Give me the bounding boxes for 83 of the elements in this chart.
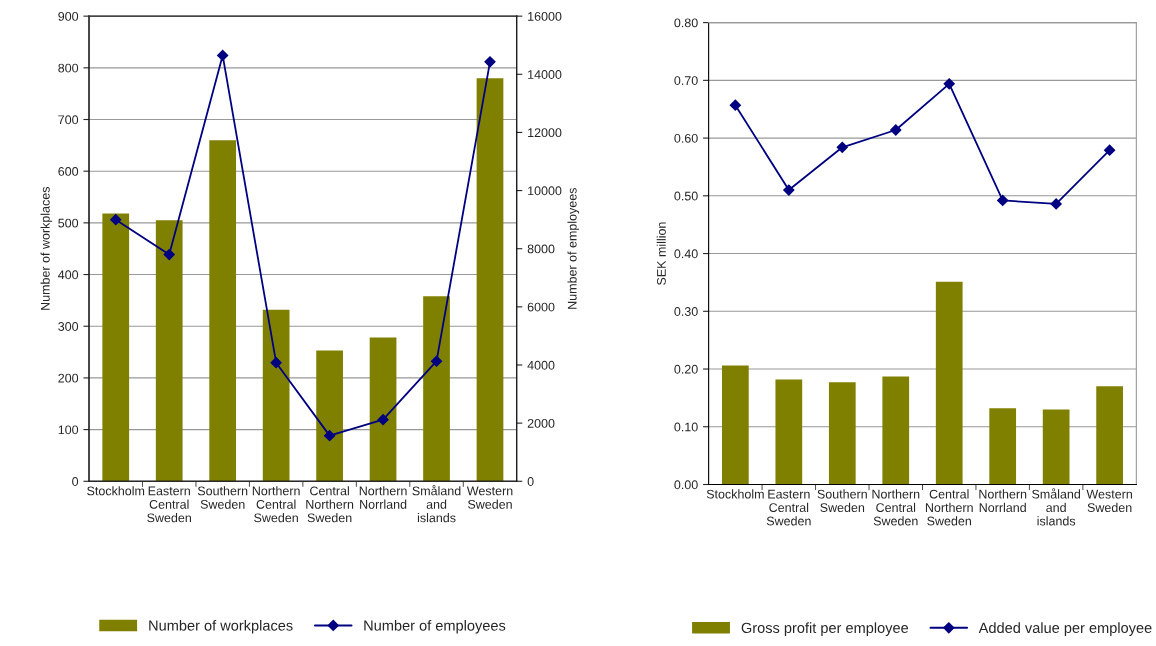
- y-tick-label: 300: [58, 322, 79, 331]
- y-tick-label: 0.00: [674, 480, 698, 490]
- x-tick-label: Northern Central Sweden: [872, 489, 920, 526]
- x-tick-label: Southern Sweden: [817, 489, 867, 513]
- legend-label: Number of employees: [364, 619, 506, 634]
- bar: [828, 382, 856, 485]
- bar: [262, 309, 290, 482]
- point: [1050, 198, 1062, 210]
- point: [997, 194, 1009, 207]
- y-tick-label: 700: [58, 115, 79, 125]
- point: [163, 248, 175, 261]
- y-tick-label: 800: [58, 63, 79, 73]
- y2-axis-title: Number of employees: [567, 188, 580, 309]
- y-tick-label: 500: [58, 218, 79, 228]
- y-axis-title: SEK million: [656, 222, 666, 285]
- point: [217, 49, 229, 61]
- legend-label: Added value per employee: [978, 622, 1152, 636]
- x-tick-label: Northern Central Sweden: [252, 486, 300, 523]
- bar: [1096, 386, 1123, 485]
- bar: [775, 379, 803, 485]
- point: [270, 357, 282, 369]
- y-tick-label: 200: [58, 373, 79, 383]
- x-tick-label: Stockholm: [87, 486, 145, 496]
- bar: [423, 296, 450, 482]
- y2-tick-label: 4000: [527, 360, 555, 370]
- y2-tick-label: 10000: [528, 186, 562, 196]
- x-tick-label: Southern Sweden: [197, 486, 248, 509]
- bar: [935, 281, 963, 485]
- y-tick-label: 0.40: [674, 249, 698, 259]
- y-tick-label: 0.30: [674, 307, 698, 316]
- y-tick-label: 0.80: [674, 18, 698, 28]
- bar: [316, 350, 343, 482]
- x-tick-label: Central Northern Sweden: [925, 489, 973, 526]
- y-tick-label: 100: [58, 425, 79, 435]
- point: [729, 99, 741, 111]
- y-tick-label: 0.60: [674, 133, 698, 143]
- point: [783, 184, 795, 196]
- y-tick-label: 400: [58, 270, 79, 280]
- y2-tick-label: 12000: [528, 128, 562, 138]
- point: [1104, 144, 1116, 156]
- point: [377, 414, 389, 426]
- bar: [209, 140, 237, 482]
- point: [836, 141, 848, 153]
- x-tick-label: Western Sweden: [1086, 489, 1132, 513]
- point: [430, 355, 443, 367]
- y2-tick-label: 16000: [528, 11, 562, 21]
- bar: [369, 337, 397, 482]
- x-tick-label: Central Northern Sweden: [306, 486, 354, 523]
- x-tick-label: Northern Norrland: [359, 486, 407, 509]
- y2-tick-label: 8000: [527, 244, 555, 254]
- x-tick-label: Stockholm: [706, 489, 764, 499]
- x-tick-label: Eastern Central Sweden: [766, 489, 811, 526]
- y-tick-label: 0.70: [674, 76, 698, 85]
- bar: [989, 408, 1017, 485]
- y-tick-label: 0: [72, 477, 79, 486]
- y2-tick-label: 14000: [528, 70, 562, 79]
- point: [484, 56, 496, 68]
- legend-label: Gross profit per employee: [741, 622, 909, 636]
- y2-tick-label: 2000: [527, 418, 555, 428]
- bar: [1042, 409, 1070, 485]
- x-tick-label: Northern Norrland: [979, 489, 1027, 513]
- bar: [155, 220, 183, 482]
- x-tick-label: Western Sweden: [466, 486, 513, 509]
- y-tick-label: 600: [58, 166, 79, 176]
- bar: [476, 78, 504, 482]
- y2-tick-label: 6000: [527, 302, 555, 312]
- y-axis-title: Number of workplaces: [40, 186, 53, 310]
- y-tick-label: 0.10: [674, 422, 698, 432]
- y-tick-label: 0.50: [674, 191, 698, 201]
- y-tick-label: 900: [58, 11, 79, 21]
- bar: [721, 365, 749, 485]
- y2-tick-label: 0: [527, 477, 534, 486]
- x-tick-label: Eastern Central Sweden: [147, 486, 191, 523]
- point: [890, 124, 902, 136]
- point: [110, 214, 122, 226]
- bar: [882, 376, 910, 485]
- x-tick-label: Småland and islands: [1032, 488, 1081, 526]
- bar: [102, 213, 130, 482]
- y-tick-label: 0.20: [674, 364, 698, 374]
- point: [323, 430, 336, 442]
- legend-label: Number of workplaces: [149, 619, 293, 634]
- point: [943, 78, 955, 90]
- x-tick-label: Småland and islands: [412, 485, 461, 523]
